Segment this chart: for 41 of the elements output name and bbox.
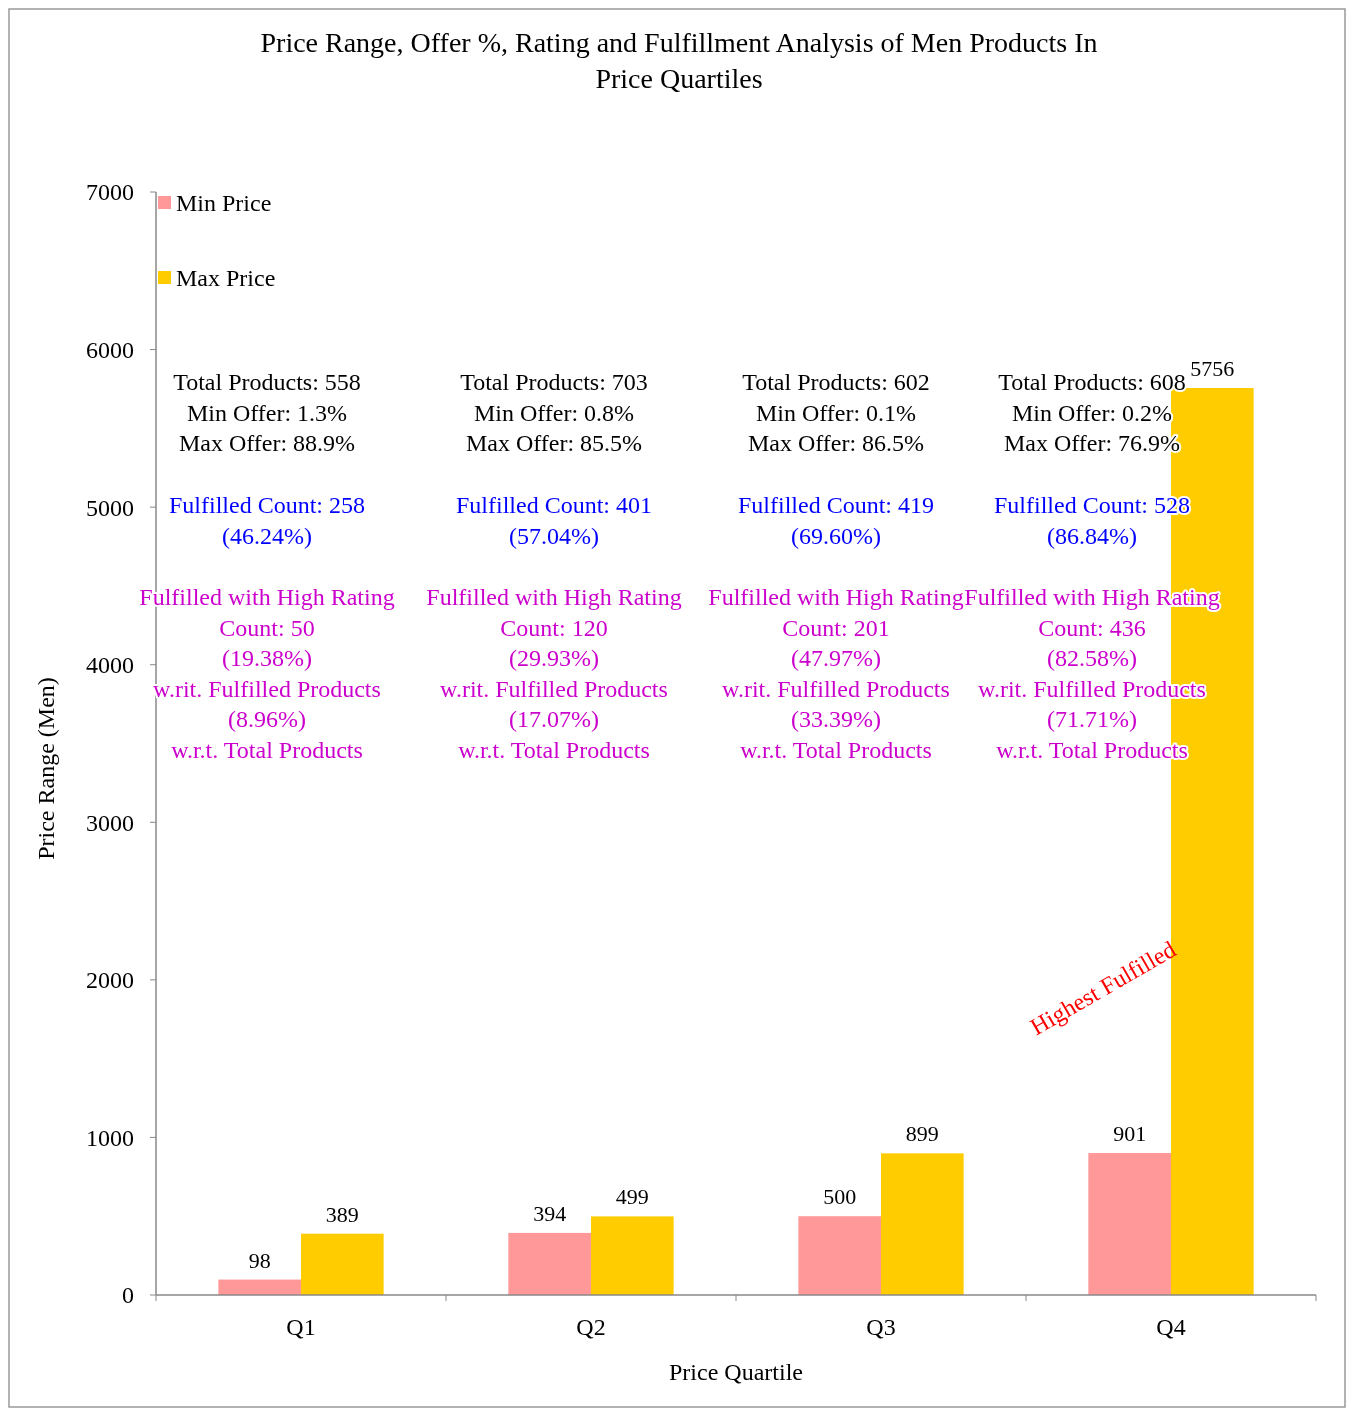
annotation: Fulfilled Count: 401 (57.04%) — [455, 492, 653, 549]
data-label: 899 — [905, 1121, 939, 1147]
legend-label: Min Price — [176, 190, 272, 217]
annotation: Fulfilled Count: 258 (46.24%) — [168, 492, 366, 549]
bar — [508, 1232, 591, 1295]
legend-label: Max Price — [176, 265, 276, 292]
annotation: Fulfilled with High Rating Count: 50 (19.38%) w.rit. Fulfilled Products (8.96%) w.r.t. Total Products — [139, 584, 395, 763]
x-tick-label: Q4 — [1156, 1314, 1186, 1340]
data-label: 98 — [248, 1247, 271, 1273]
chart-title: Price Range, Offer %, Rating and Fulfillment Analysis of Men Products In Price Quartiles — [260, 27, 1098, 94]
y-tick-label: 3000 — [86, 809, 134, 836]
data-label: 5756 — [1190, 356, 1235, 382]
annotation: Total Products: 558 Min Offer: 1.3% Max Offer: 88.9% — [173, 369, 361, 456]
y-tick-label: 4000 — [86, 652, 134, 679]
y-axis-title: Price Range (Men) — [33, 677, 59, 860]
annotation: Fulfilled with High Rating Count: 120 (29.93%) w.rit. Fulfilled Products (17.07%) w.r.t. Total Products — [426, 584, 682, 763]
data-label: 394 — [533, 1200, 567, 1226]
bar — [591, 1216, 674, 1295]
annotation: Fulfilled with High Rating Count: 201 (47.97%) w.rit. Fulfilled Products (33.39%) w.r.t. Total Products — [708, 584, 964, 763]
bar — [301, 1233, 384, 1295]
y-tick-label: 5000 — [86, 494, 134, 521]
x-axis-title: Price Quartile — [669, 1359, 803, 1385]
y-tick-label: 1000 — [86, 1124, 134, 1151]
y-tick-label: 7000 — [86, 179, 134, 206]
annotation: Total Products: 602 Min Offer: 0.1% Max Offer: 86.5% — [742, 369, 930, 456]
annotation: Total Products: 703 Min Offer: 0.8% Max Offer: 85.5% — [460, 369, 648, 456]
data-label: 499 — [615, 1184, 649, 1210]
bar — [798, 1216, 881, 1295]
annotation: Fulfilled Count: 419 (69.60%) — [737, 492, 935, 549]
data-label: 389 — [325, 1201, 359, 1227]
y-tick-label: 6000 — [86, 336, 134, 363]
data-label: 901 — [1113, 1121, 1147, 1147]
y-tick-label: 2000 — [86, 967, 134, 994]
x-tick-label: Q2 — [576, 1314, 606, 1340]
x-tick-label: Q3 — [866, 1314, 896, 1340]
y-tick-label: 0 — [122, 1282, 134, 1309]
bar — [218, 1279, 301, 1295]
bar — [881, 1153, 964, 1295]
bar — [1088, 1153, 1171, 1295]
data-label: 500 — [823, 1184, 857, 1210]
x-tick-label: Q1 — [286, 1314, 316, 1340]
